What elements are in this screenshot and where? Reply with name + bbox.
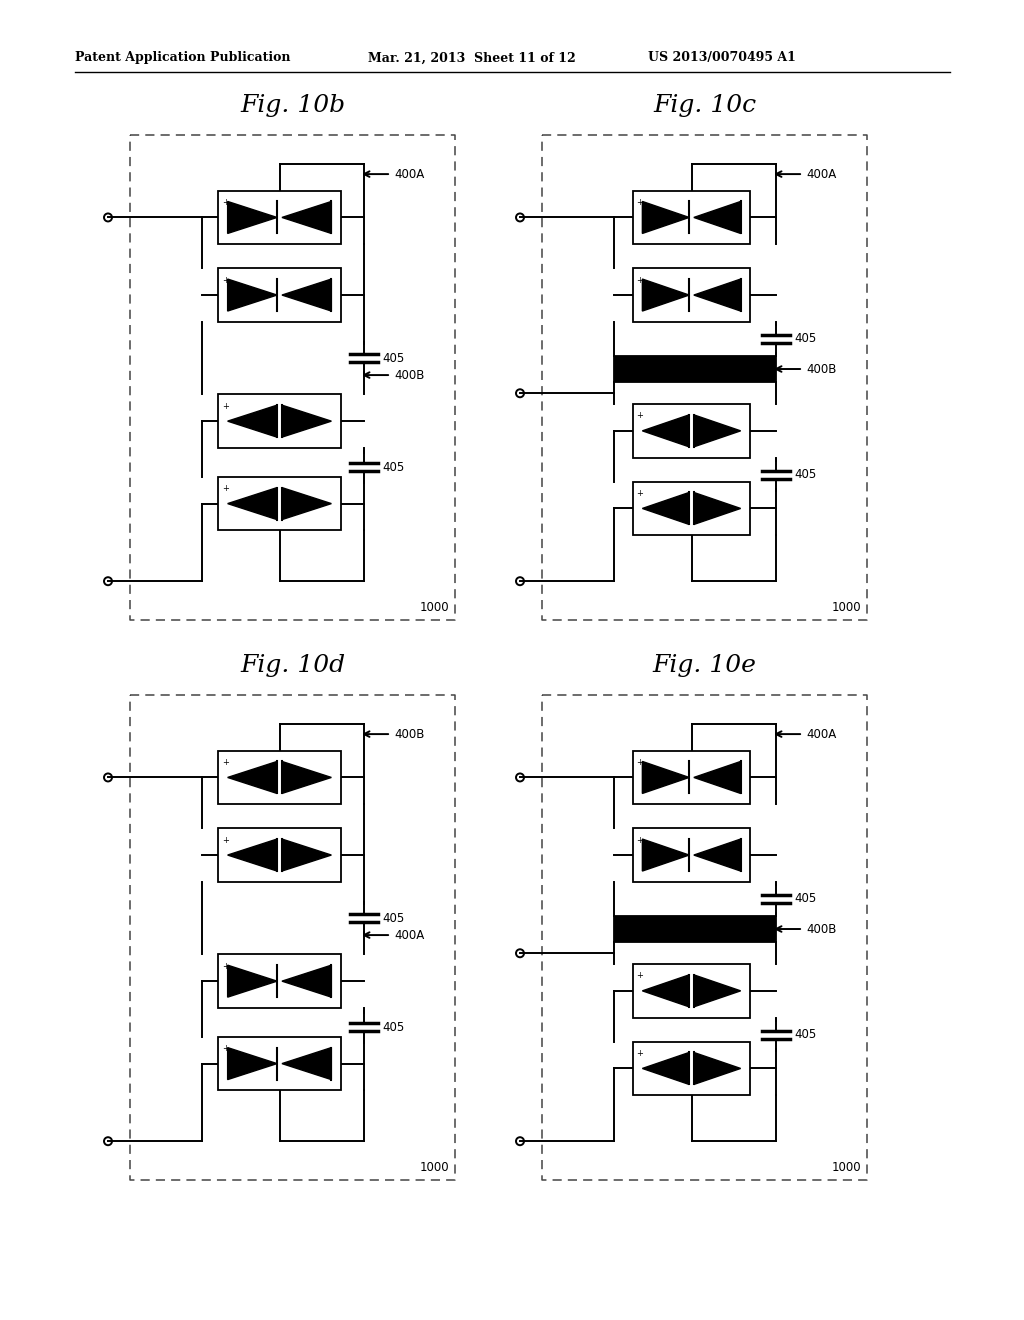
Polygon shape [227, 840, 278, 871]
Polygon shape [694, 1052, 740, 1085]
Text: 405: 405 [794, 469, 816, 482]
Bar [613, 355, 776, 383]
Polygon shape [282, 487, 332, 520]
Polygon shape [642, 279, 689, 312]
Text: 405: 405 [382, 912, 404, 924]
Polygon shape [642, 492, 689, 524]
Polygon shape [642, 202, 689, 234]
Text: 400A: 400A [806, 168, 837, 181]
Bar [218, 268, 341, 322]
Polygon shape [642, 414, 689, 447]
Text: 400B: 400B [806, 923, 837, 936]
Polygon shape [642, 840, 689, 871]
Polygon shape [227, 762, 278, 793]
Text: 1000: 1000 [420, 1162, 449, 1173]
Text: 1000: 1000 [420, 601, 449, 614]
Bar [633, 404, 750, 458]
Text: Fig. 10e: Fig. 10e [652, 653, 757, 677]
Text: 400A: 400A [394, 168, 424, 181]
Bar [218, 1038, 341, 1090]
Polygon shape [227, 487, 278, 520]
Text: +: + [637, 412, 643, 420]
Bar [218, 191, 341, 244]
Bar [218, 477, 341, 531]
Bar [218, 829, 341, 882]
Bar [633, 482, 750, 535]
Text: +: + [222, 276, 228, 285]
Text: +: + [637, 972, 643, 981]
Polygon shape [282, 405, 332, 437]
Text: Patent Application Publication: Patent Application Publication [75, 51, 291, 65]
Bar [633, 191, 750, 244]
Text: +: + [222, 484, 228, 494]
Text: +: + [222, 401, 228, 411]
Bar [613, 916, 776, 942]
Text: +: + [222, 198, 228, 207]
Polygon shape [694, 840, 740, 871]
Bar [218, 395, 341, 447]
Polygon shape [282, 279, 332, 312]
Polygon shape [694, 202, 740, 234]
Bar [633, 829, 750, 882]
Polygon shape [282, 762, 332, 793]
Polygon shape [227, 1048, 278, 1080]
Text: +: + [637, 1049, 643, 1059]
Text: 405: 405 [382, 1020, 404, 1034]
Polygon shape [642, 762, 689, 793]
Bar [218, 751, 341, 804]
Text: 405: 405 [794, 1028, 816, 1041]
Bar [218, 954, 341, 1008]
Text: +: + [637, 488, 643, 498]
Text: US 2013/0070495 A1: US 2013/0070495 A1 [648, 51, 796, 65]
Text: 405: 405 [382, 461, 404, 474]
Polygon shape [282, 1048, 332, 1080]
Polygon shape [227, 965, 278, 997]
Polygon shape [694, 762, 740, 793]
Text: 400A: 400A [394, 928, 424, 941]
Text: +: + [222, 758, 228, 767]
Text: +: + [637, 758, 643, 767]
Polygon shape [227, 202, 278, 234]
Text: +: + [222, 836, 228, 845]
Text: 405: 405 [382, 351, 404, 364]
Text: 1000: 1000 [831, 1162, 861, 1173]
Polygon shape [282, 965, 332, 997]
Text: +: + [222, 962, 228, 970]
Polygon shape [227, 405, 278, 437]
Polygon shape [642, 975, 689, 1007]
Bar [633, 268, 750, 322]
Bar [633, 1041, 750, 1096]
Polygon shape [694, 414, 740, 447]
Text: Fig. 10b: Fig. 10b [240, 94, 345, 117]
Polygon shape [642, 1052, 689, 1085]
Text: 400A: 400A [806, 727, 837, 741]
Text: 405: 405 [794, 892, 816, 906]
Text: 1000: 1000 [831, 601, 861, 614]
Text: 405: 405 [794, 333, 816, 346]
Text: Fig. 10c: Fig. 10c [653, 94, 756, 117]
Text: +: + [637, 198, 643, 207]
Polygon shape [694, 975, 740, 1007]
Text: Mar. 21, 2013  Sheet 11 of 12: Mar. 21, 2013 Sheet 11 of 12 [368, 51, 575, 65]
Polygon shape [282, 202, 332, 234]
Bar [633, 751, 750, 804]
Polygon shape [282, 840, 332, 871]
Text: +: + [637, 276, 643, 285]
Polygon shape [694, 492, 740, 524]
Text: 400B: 400B [394, 368, 424, 381]
Bar [633, 964, 750, 1018]
Polygon shape [694, 279, 740, 312]
Text: Fig. 10d: Fig. 10d [240, 653, 345, 677]
Text: +: + [637, 836, 643, 845]
Text: 400B: 400B [394, 727, 424, 741]
Polygon shape [227, 279, 278, 312]
Text: 400B: 400B [806, 363, 837, 375]
Text: +: + [222, 1044, 228, 1053]
